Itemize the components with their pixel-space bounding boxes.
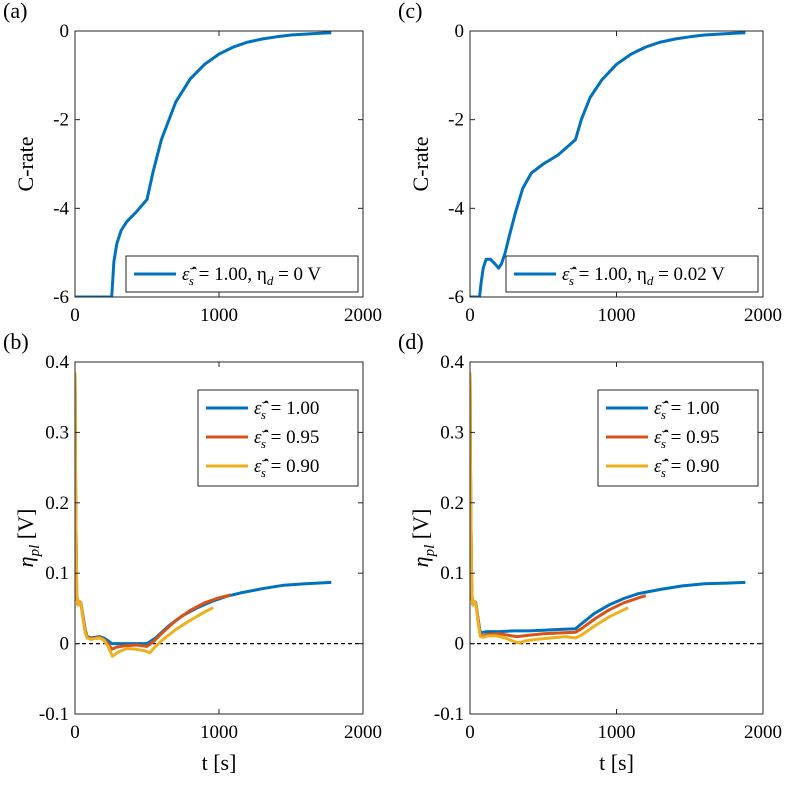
y-tick-label: -4 xyxy=(448,198,464,219)
y-axis-label: ηpl [V] xyxy=(13,509,43,568)
x-tick-label: 0 xyxy=(70,305,80,326)
y-tick-label: -0.1 xyxy=(434,704,464,725)
x-tick-label: 2000 xyxy=(344,305,382,326)
y-tick-label: 0.4 xyxy=(45,352,69,373)
y-tick-label: 0.1 xyxy=(440,563,464,584)
y-tick-label: -4 xyxy=(53,198,69,219)
series-line-blue xyxy=(470,31,746,297)
x-tick-label: 1000 xyxy=(200,305,238,326)
series-line-blue xyxy=(75,31,332,297)
y-axis-label: C-rate xyxy=(13,137,38,192)
x-tick-label: 1000 xyxy=(598,722,636,743)
x-tick-label: 0 xyxy=(465,722,475,743)
legend: ε̂− s = 1.00ε̂− s = 0.95ε̂− s = 0.90 xyxy=(197,389,359,487)
legend-entry-text: ε̂− s = 0.95 xyxy=(654,424,719,451)
series-line-yellow xyxy=(75,372,214,658)
y-tick-label: -0.1 xyxy=(39,704,69,725)
y-tick-label: 0.1 xyxy=(45,563,69,584)
y-axis-label: C-rate xyxy=(408,137,433,192)
panel-a-c-rate-chart: 0 1000 2000 -6 -4 -2 0 (a) C-rate ε̂− s = 1.00, ηd… xyxy=(3,0,382,326)
legend-entry-text: ε̂− s = 0.90 xyxy=(254,453,319,480)
panel-label: (a) xyxy=(3,0,27,23)
legend: ε̂− s = 1.00, ηd = 0.02 V xyxy=(505,255,759,293)
legend-entry-text: ε̂− s = 1.00 xyxy=(654,395,719,422)
legend-entry-text: ε̂− s = 1.00, ηd = 0.02 V xyxy=(562,261,725,288)
y-tick-label: -2 xyxy=(448,110,464,131)
y-tick-label: 0 xyxy=(455,21,465,42)
x-tick-label: 2000 xyxy=(344,722,382,743)
y-tick-label: -6 xyxy=(448,287,464,308)
x-tick-label: 1000 xyxy=(598,305,636,326)
x-tick-label: 1000 xyxy=(200,722,238,743)
y-tick-label: 0 xyxy=(455,634,465,655)
y-axis-label: ηpl [V] xyxy=(408,509,438,568)
panel-label: (d) xyxy=(398,329,424,354)
y-tick-label: 0 xyxy=(60,21,70,42)
panel-label: (c) xyxy=(398,0,422,23)
panel-c-c-rate-chart: 0 1000 2000 -6 -4 -2 0 (c) C-rate ε̂− s = 1.00, ηd… xyxy=(398,0,782,326)
panel-label: (b) xyxy=(3,329,29,354)
legend-entry-text: ε̂− s = 0.95 xyxy=(254,424,319,451)
y-tick-label: 0.2 xyxy=(440,493,464,514)
legend-entry-text: ε̂− s = 1.00 xyxy=(254,395,319,422)
y-tick-label: 0.3 xyxy=(440,422,464,443)
x-axis-label: t [s] xyxy=(599,750,634,775)
y-tick-label: -6 xyxy=(53,287,69,308)
series-line-yellow xyxy=(470,372,629,645)
x-tick-label: 0 xyxy=(70,722,80,743)
legend-entry-text: ε̂− s = 1.00, ηd = 0 V xyxy=(182,261,321,288)
panel-b-plating-overpotential-chart: 0 1000 2000-0.100.10.20.30.4(b)ηpl [V]t [s… xyxy=(3,329,382,775)
x-tick-label: 2000 xyxy=(744,305,782,326)
y-tick-label: 0.4 xyxy=(440,352,464,373)
y-tick-label: 0.3 xyxy=(45,422,69,443)
legend-entry-text: ε̂− s = 0.90 xyxy=(654,453,719,480)
y-tick-label: 0 xyxy=(60,634,70,655)
x-tick-label: 0 xyxy=(465,305,475,326)
panel-d-plating-overpotential-chart: 0 1000 2000-0.100.10.20.30.4(d)ηpl [V]t [s… xyxy=(398,329,782,775)
x-tick-label: 2000 xyxy=(744,722,782,743)
legend: ε̂− s = 1.00ε̂− s = 0.95ε̂− s = 0.90 xyxy=(597,389,759,487)
x-axis-label: t [s] xyxy=(202,750,237,775)
legend: ε̂− s = 1.00, ηd = 0 V xyxy=(125,255,359,293)
y-tick-label: 0.2 xyxy=(45,493,69,514)
y-tick-label: -2 xyxy=(53,110,69,131)
